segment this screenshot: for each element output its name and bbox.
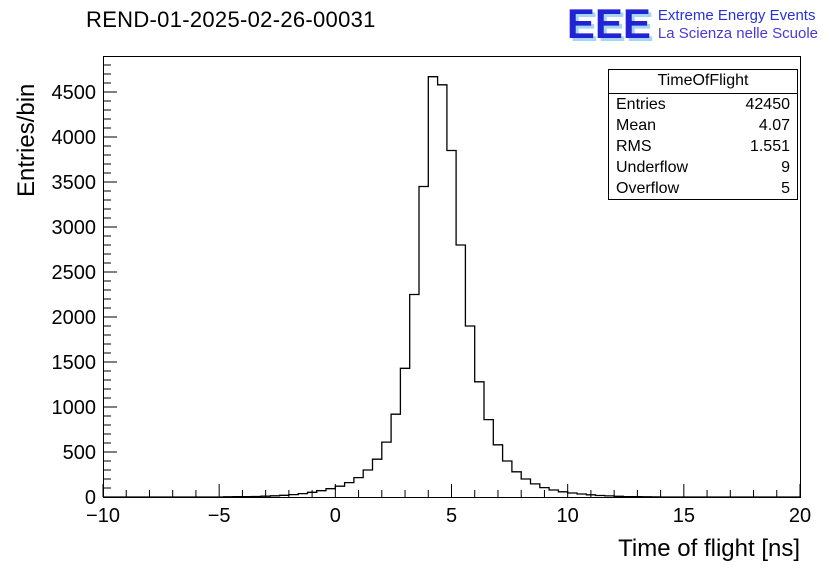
plot-frame <box>103 56 801 498</box>
stat-label-underflow: Underflow <box>616 159 689 176</box>
x-tick-label: 20 <box>789 505 811 527</box>
x-tick-label: 15 <box>673 505 695 527</box>
stat-value-underflow: 9 <box>781 159 790 176</box>
eee-logo-line1: Extreme Energy Events <box>657 7 816 24</box>
y-axis-title: Entries/bin <box>13 84 40 197</box>
histogram-line <box>103 76 800 498</box>
eee-logo-line2: La Scienza nelle Scuole <box>657 25 818 42</box>
y-tick-label: 2000 <box>52 307 97 329</box>
x-tick-label: 5 <box>446 505 457 527</box>
y-tick-label: 1500 <box>52 352 97 374</box>
stats-row-entries: Entries 42450 <box>609 94 797 115</box>
stat-value-rms: 1.551 <box>749 138 790 155</box>
y-tick-label: 500 <box>63 442 96 464</box>
stats-row-overflow: Overflow 5 <box>609 178 797 199</box>
plot-title: REND-01-2025-02-26-00031 <box>86 7 376 32</box>
y-tick-label: 0 <box>85 487 96 509</box>
y-tick-label: 2500 <box>52 262 97 284</box>
stat-value-overflow: 5 <box>781 180 790 197</box>
stats-box: TimeOfFlight Entries 42450 Mean 4.07 RMS… <box>608 69 798 200</box>
x-tick-label: −10 <box>86 505 120 527</box>
stat-label-overflow: Overflow <box>616 180 680 197</box>
y-tick-label: 3000 <box>52 217 97 239</box>
stat-label-mean: Mean <box>616 117 657 134</box>
y-tick-label: 1000 <box>52 397 97 419</box>
stats-row-underflow: Underflow 9 <box>609 157 797 178</box>
stat-value-entries: 42450 <box>745 96 791 113</box>
stat-label-entries: Entries <box>616 96 666 113</box>
x-tick-label: 10 <box>557 505 579 527</box>
eee-logo: EEE Extreme Energy Events La Scienza nel… <box>566 0 818 47</box>
x-axis-title: Time of flight [ns] <box>618 535 800 562</box>
stats-box-title: TimeOfFlight <box>609 70 797 94</box>
stats-row-mean: Mean 4.07 <box>609 115 797 136</box>
stat-value-mean: 4.07 <box>758 117 790 134</box>
eee-logo-acronym: EEE <box>566 0 651 47</box>
y-tick-label: 3500 <box>52 172 97 194</box>
y-tick-label: 4500 <box>52 82 97 104</box>
stat-label-rms: RMS <box>616 138 652 155</box>
stats-row-rms: RMS 1.551 <box>609 136 797 157</box>
x-tick-label: −5 <box>208 505 231 527</box>
x-tick-label: 0 <box>330 505 341 527</box>
y-tick-label: 4000 <box>52 127 97 149</box>
eee-logo-text: Extreme Energy Events La Scienza nelle S… <box>658 4 818 43</box>
